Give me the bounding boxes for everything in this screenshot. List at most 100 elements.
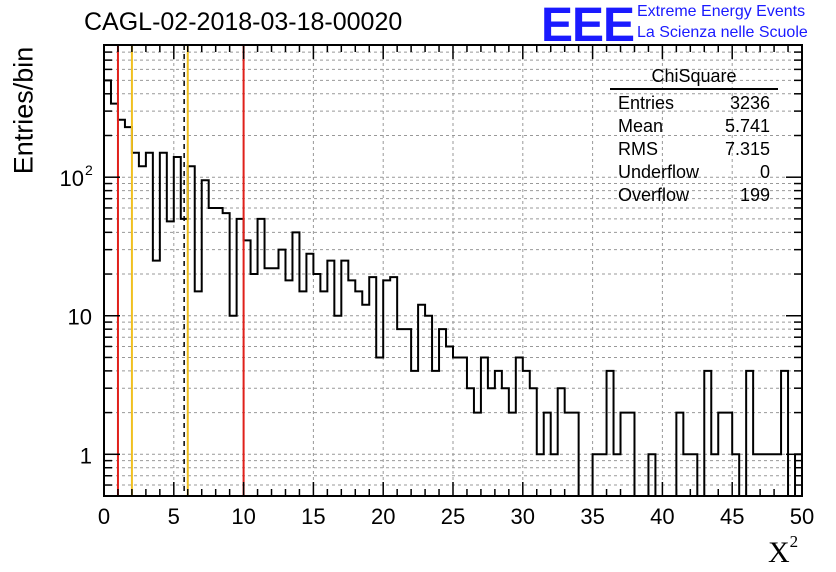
histogram-bin [265, 268, 272, 496]
histogram-bin [614, 454, 621, 496]
x-tick-label: 20 [371, 504, 395, 529]
histogram-bin [348, 280, 355, 496]
org-name-line2: La Scienza nelle Scuole [637, 24, 808, 41]
stats-value: 0 [759, 162, 770, 182]
histogram-bin [544, 413, 551, 496]
histogram-bin [223, 213, 230, 496]
histogram-bin [774, 454, 781, 496]
histogram-bin [551, 454, 558, 496]
stats-label: Overflow [618, 185, 690, 205]
histogram-bin [488, 388, 495, 496]
x-tick-label: 50 [790, 504, 814, 529]
org-name-line1: Extreme Energy Events [637, 3, 806, 20]
histogram-bin [195, 291, 202, 496]
histogram-bin [711, 454, 718, 496]
histogram-bin [572, 413, 579, 496]
x-axis-label: X2 [768, 532, 799, 569]
histogram-bin [209, 208, 216, 496]
histogram-bin [676, 413, 683, 496]
histogram-bin [593, 454, 600, 496]
histogram-bin [383, 280, 390, 496]
stats-value: 199 [739, 185, 770, 205]
stats-label: Mean [618, 116, 664, 136]
stats-row-mean: Mean 5.741 [610, 115, 778, 138]
histogram-bin [537, 454, 544, 496]
histogram-bin [272, 268, 279, 496]
histogram-bin [306, 254, 313, 496]
x-tick-label: 15 [301, 504, 325, 529]
x-tick-label: 5 [168, 504, 180, 529]
histogram-bin [516, 357, 523, 496]
histogram-bin [425, 316, 432, 496]
histogram-bin [523, 371, 530, 496]
histogram-bin [320, 291, 327, 496]
histogram-bin [725, 413, 732, 496]
histogram-bin [460, 357, 467, 496]
histogram-bin [369, 277, 376, 496]
histogram-bin [432, 371, 439, 496]
histogram-bin [292, 232, 299, 496]
histogram-bin [781, 371, 788, 496]
histogram-bin [397, 329, 404, 496]
stats-label: Underflow [618, 162, 700, 182]
y-axis-label: Entries/bin [8, 46, 39, 175]
y-tick-label: 1 [80, 443, 92, 468]
stats-box: ChiSquare Entries 3236 Mean 5.741 RMS 7.… [610, 66, 778, 207]
x-tick-label: 0 [98, 504, 110, 529]
y-tick-label: 10 [68, 305, 92, 330]
histogram-series [103, 79, 803, 497]
histogram-bin [411, 371, 418, 496]
histogram-bin [683, 454, 690, 496]
stats-row-overflow: Overflow 199 [610, 184, 778, 207]
histogram-bin [104, 80, 111, 496]
histogram-bin [202, 180, 209, 496]
histogram-bin [327, 261, 334, 496]
histogram-bin [621, 413, 628, 496]
stats-value: 7.315 [724, 139, 770, 159]
x-tick-label: 35 [580, 504, 604, 529]
histogram-bin [390, 277, 397, 496]
histogram-bin [279, 250, 286, 496]
histogram-bin [139, 166, 146, 496]
histogram-bin [767, 454, 774, 496]
histogram-bin [132, 153, 139, 496]
histogram-bin [607, 371, 614, 496]
histogram-bin [704, 371, 711, 496]
eee-logo: EEE [541, 0, 635, 52]
histogram-bin [467, 388, 474, 496]
histogram-bin [439, 329, 446, 496]
histogram-bin [404, 329, 411, 496]
histogram-bin [362, 305, 369, 496]
histogram-bin [495, 371, 502, 496]
stats-row-entries: Entries 3236 [610, 92, 778, 115]
stats-value: 3236 [729, 93, 770, 113]
histogram-bin [216, 208, 223, 496]
histogram-bin [628, 413, 635, 496]
histogram-bin [565, 413, 572, 496]
histogram-bin [418, 305, 425, 496]
x-tick-label: 45 [720, 504, 744, 529]
x-tick-label: 25 [441, 504, 465, 529]
histogram-bin [481, 357, 488, 496]
x-tick-label: 30 [511, 504, 535, 529]
x-tick-label: 10 [231, 504, 255, 529]
stats-value: 5.741 [724, 116, 770, 136]
stats-row-underflow: Underflow 0 [610, 161, 778, 184]
histogram-bin [111, 104, 118, 496]
histogram-bin [237, 219, 244, 496]
histogram-bin [285, 280, 292, 496]
stats-row-rms: RMS 7.315 [610, 138, 778, 161]
stats-label: Entries [618, 93, 675, 113]
histogram-bin [718, 413, 725, 496]
histogram-bin [509, 413, 516, 496]
histogram-bin [732, 454, 739, 496]
histogram-bin [355, 291, 362, 496]
histogram-bin [760, 454, 767, 496]
histogram-bin [146, 153, 153, 496]
histogram-bin [153, 261, 160, 496]
histogram-bin [446, 346, 453, 496]
histogram-bin [167, 221, 174, 496]
histogram-bin [753, 454, 760, 496]
histogram-bin [648, 454, 655, 496]
